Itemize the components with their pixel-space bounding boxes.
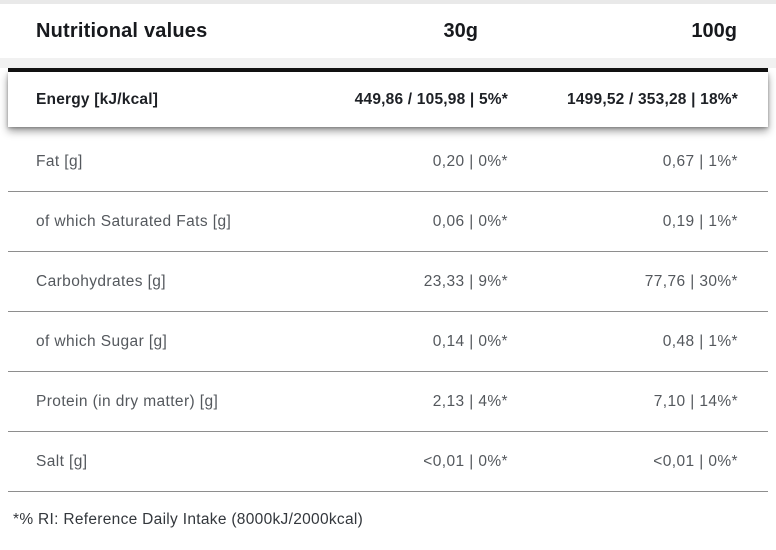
value-30g: 0,14 | 0%*: [432, 332, 508, 350]
row-label: Protein (in dry matter) [g]: [36, 392, 219, 410]
table-row: Fat [g] 0,20 | 0%* 0,67 | 1%*: [8, 132, 768, 192]
row-label: Energy [kJ/kcal]: [36, 90, 159, 108]
table-row: of which Saturated Fats [g] 0,06 | 0%* 0…: [8, 192, 768, 252]
header-separator-line: [8, 68, 768, 72]
value-30g: 449,86 / 105,98 | 5%*: [354, 90, 508, 108]
header-shadow-band: [0, 58, 776, 68]
row-label: of which Saturated Fats [g]: [36, 212, 232, 230]
value-30g: 0,06 | 0%*: [432, 212, 508, 230]
value-30g: <0,01 | 0%*: [423, 452, 508, 470]
table-row: of which Sugar [g] 0,14 | 0%* 0,48 | 1%*: [8, 312, 768, 372]
reference-intake-footnote: *% RI: Reference Daily Intake (8000kJ/20…: [13, 511, 364, 528]
value-100g: 0,48 | 1%*: [662, 332, 738, 350]
value-100g: 0,67 | 1%*: [662, 152, 738, 170]
value-30g: 23,33 | 9%*: [423, 272, 508, 290]
table-row: Salt [g] <0,01 | 0%* <0,01 | 0%*: [8, 432, 768, 492]
column-header-100g: 100g: [691, 19, 737, 42]
table-title: Nutritional values: [36, 19, 208, 42]
nutrition-rows: Fat [g] 0,20 | 0%* 0,67 | 1%* of which S…: [8, 132, 768, 492]
page-edge-strip: [0, 0, 776, 4]
row-label: Fat [g]: [36, 152, 83, 170]
value-100g: 7,10 | 14%*: [653, 392, 738, 410]
value-100g: 0,19 | 1%*: [662, 212, 738, 230]
table-header-row: Nutritional values 30g 100g: [8, 4, 768, 58]
column-header-30g: 30g: [443, 19, 478, 42]
value-100g: 77,76 | 30%*: [644, 272, 738, 290]
value-30g: 2,13 | 4%*: [432, 392, 508, 410]
table-row: Carbohydrates [g] 23,33 | 9%* 77,76 | 30…: [8, 252, 768, 312]
row-label: of which Sugar [g]: [36, 332, 168, 350]
energy-row: Energy [kJ/kcal] 449,86 / 105,98 | 5%* 1…: [8, 72, 768, 127]
row-label: Salt [g]: [36, 452, 88, 470]
value-100g: 1499,52 / 353,28 | 18%*: [567, 90, 738, 108]
value-100g: <0,01 | 0%*: [653, 452, 738, 470]
value-30g: 0,20 | 0%*: [432, 152, 508, 170]
row-label: Carbohydrates [g]: [36, 272, 167, 290]
table-row: Protein (in dry matter) [g] 2,13 | 4%* 7…: [8, 372, 768, 432]
